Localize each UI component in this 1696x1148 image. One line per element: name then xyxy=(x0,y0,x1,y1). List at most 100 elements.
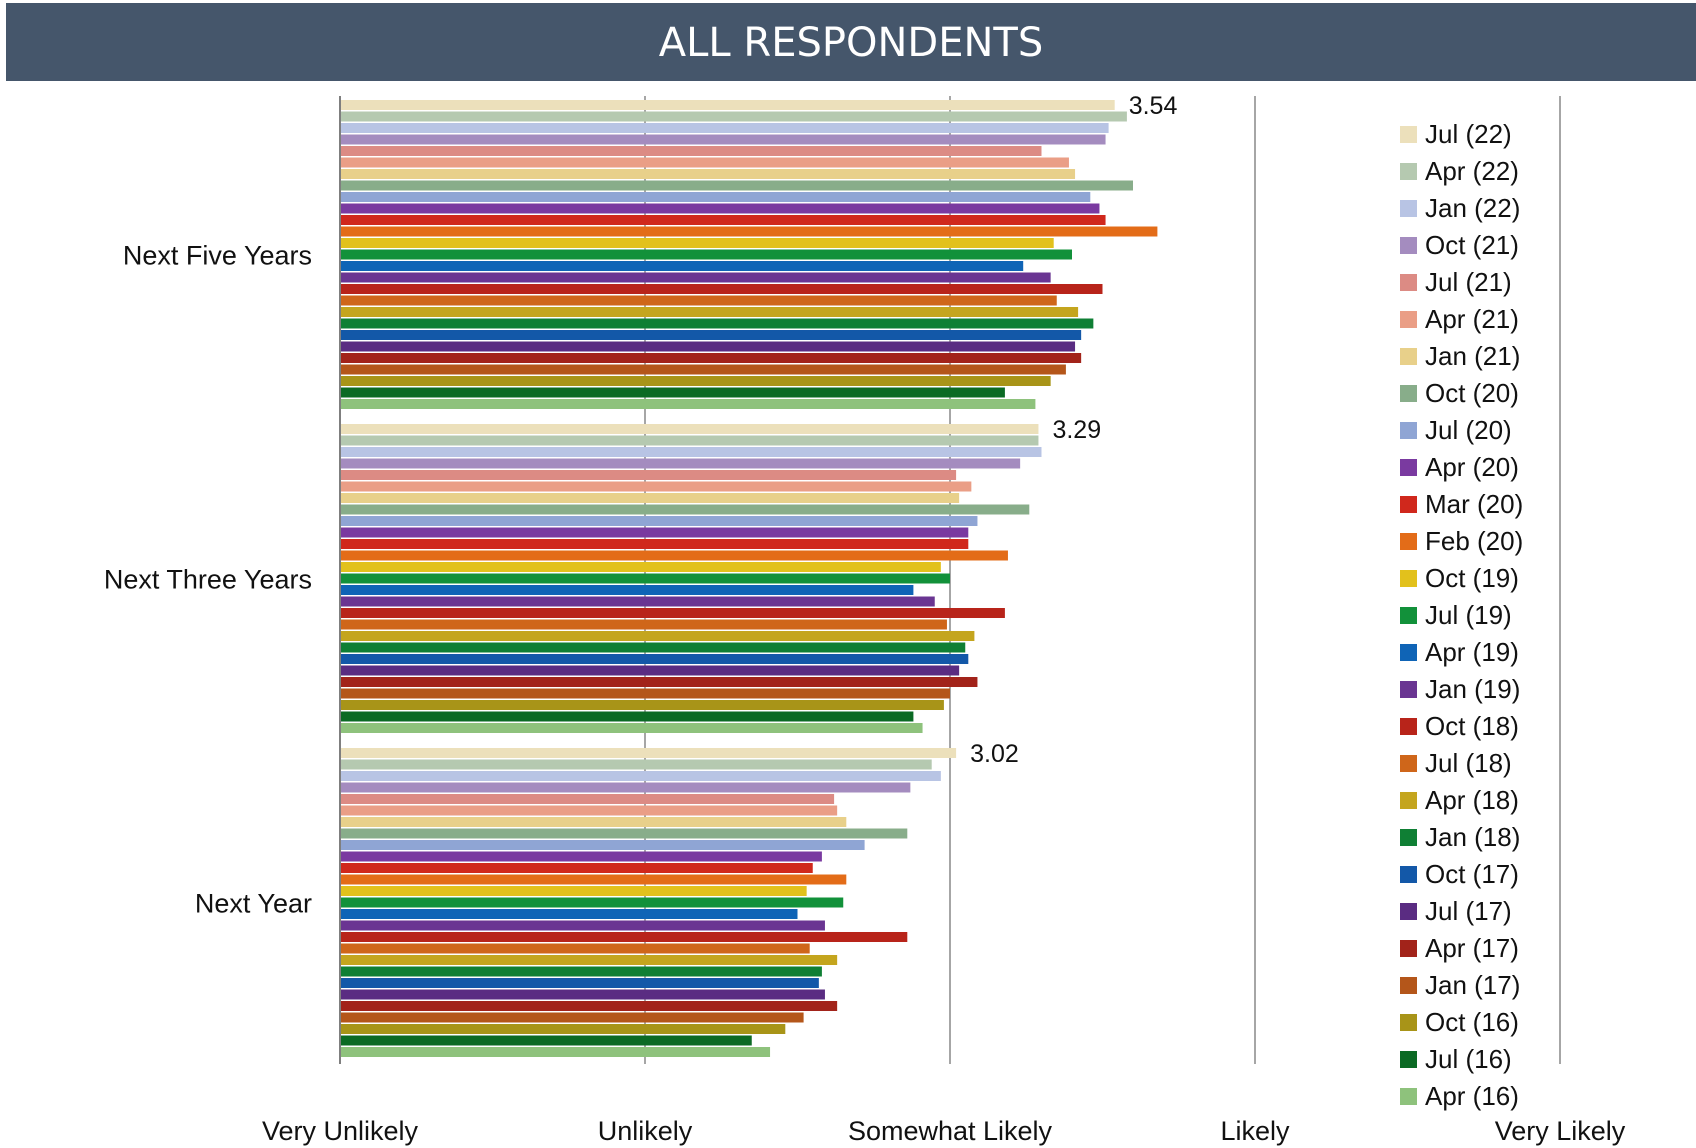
legend-label: Apr (20) xyxy=(1425,452,1519,482)
legend-swatch xyxy=(1400,459,1417,476)
bar xyxy=(340,966,822,977)
bar xyxy=(340,677,978,687)
bar xyxy=(340,1012,804,1023)
legend-item: Oct (21) xyxy=(1400,230,1519,260)
legend-label: Apr (22) xyxy=(1425,156,1519,186)
legend-label: Apr (19) xyxy=(1425,637,1519,667)
bar xyxy=(340,874,847,885)
bar xyxy=(340,364,1066,375)
legend-swatch xyxy=(1400,1051,1417,1068)
bar xyxy=(340,435,1039,446)
legend-item: Oct (19) xyxy=(1400,563,1519,593)
title-banner: ALL RESPONDENTS xyxy=(6,3,1696,81)
bar xyxy=(340,399,1036,409)
legend-label: Jul (21) xyxy=(1425,267,1512,297)
bar xyxy=(340,665,960,676)
bar xyxy=(340,226,1158,237)
legend-item: Jul (17) xyxy=(1400,896,1512,926)
legend-label: Oct (17) xyxy=(1425,859,1519,889)
legend-item: Jul (18) xyxy=(1400,748,1512,778)
bar xyxy=(340,805,838,816)
legend-label: Jul (19) xyxy=(1425,600,1512,630)
bar xyxy=(340,100,1115,110)
legend-item: Oct (20) xyxy=(1400,378,1519,408)
data-label: 3.54 xyxy=(1129,92,1178,120)
bars xyxy=(340,100,1158,1057)
legend-label: Jul (18) xyxy=(1425,748,1512,778)
bar xyxy=(340,840,865,850)
legend-item: Oct (18) xyxy=(1400,711,1519,741)
bar xyxy=(340,550,1008,561)
legend-label: Jan (21) xyxy=(1425,341,1520,371)
category-label: Next Five Years xyxy=(123,240,312,270)
bar xyxy=(340,169,1076,179)
scale-tick-label: Unlikely xyxy=(598,1116,693,1146)
legend-label: Jan (19) xyxy=(1425,674,1520,704)
legend-label: Oct (20) xyxy=(1425,378,1519,408)
legend-swatch xyxy=(1400,385,1417,402)
bar xyxy=(340,608,1005,618)
legend-swatch xyxy=(1400,977,1417,994)
bar xyxy=(340,943,810,954)
legend-item: Jan (21) xyxy=(1400,341,1520,371)
bar xyxy=(340,619,947,630)
bar xyxy=(340,215,1106,225)
legend-item: Jan (17) xyxy=(1400,970,1520,1000)
legend-item: Apr (20) xyxy=(1400,452,1519,482)
bar xyxy=(340,562,941,572)
legend-label: Apr (16) xyxy=(1425,1081,1519,1111)
bar xyxy=(340,794,835,804)
bar xyxy=(340,955,838,965)
legend-label: Jul (16) xyxy=(1425,1044,1512,1074)
bar xyxy=(340,192,1091,202)
legend-item: Jul (20) xyxy=(1400,415,1512,445)
legend-label: Oct (16) xyxy=(1425,1007,1519,1037)
bar xyxy=(340,688,950,699)
bar xyxy=(340,920,825,931)
legend-item: Jul (16) xyxy=(1400,1044,1512,1074)
legend-item: Oct (17) xyxy=(1400,859,1519,889)
bar xyxy=(340,284,1103,294)
legend-swatch xyxy=(1400,237,1417,254)
bar xyxy=(340,1035,752,1046)
bar xyxy=(340,318,1094,329)
legend-item: Jul (21) xyxy=(1400,267,1512,297)
scale-tick-label: Likely xyxy=(1220,1116,1290,1146)
bar xyxy=(340,447,1042,457)
bar xyxy=(340,1047,771,1057)
bar xyxy=(340,146,1042,156)
bar xyxy=(340,272,1051,283)
legend-label: Jul (20) xyxy=(1425,415,1512,445)
bar xyxy=(340,134,1106,145)
scale-tick-label: Very Unlikely xyxy=(262,1116,419,1146)
legend-item: Apr (17) xyxy=(1400,933,1519,963)
bar xyxy=(340,516,978,526)
bar xyxy=(340,711,914,722)
bar xyxy=(340,1024,786,1034)
legend-label: Oct (21) xyxy=(1425,230,1519,260)
bar xyxy=(340,771,941,781)
bar xyxy=(340,504,1030,515)
legend-label: Jan (17) xyxy=(1425,970,1520,1000)
legend-swatch xyxy=(1400,496,1417,513)
bar xyxy=(340,203,1100,214)
legend-item: Apr (22) xyxy=(1400,156,1519,186)
legend-swatch xyxy=(1400,644,1417,661)
bar xyxy=(340,295,1057,306)
bar xyxy=(340,585,914,595)
legend-swatch xyxy=(1400,200,1417,217)
legend-swatch xyxy=(1400,755,1417,772)
bar xyxy=(340,387,1005,398)
bar xyxy=(340,886,807,896)
legend-label: Apr (17) xyxy=(1425,933,1519,963)
legend-swatch xyxy=(1400,940,1417,957)
bar xyxy=(340,481,972,492)
legend-swatch xyxy=(1400,126,1417,143)
legend-item: Jul (22) xyxy=(1400,119,1512,149)
chart-title: ALL RESPONDENTS xyxy=(658,20,1044,66)
legend-swatch xyxy=(1400,718,1417,735)
legend-label: Feb (20) xyxy=(1425,526,1523,556)
bar xyxy=(340,909,798,919)
bar xyxy=(340,180,1133,191)
